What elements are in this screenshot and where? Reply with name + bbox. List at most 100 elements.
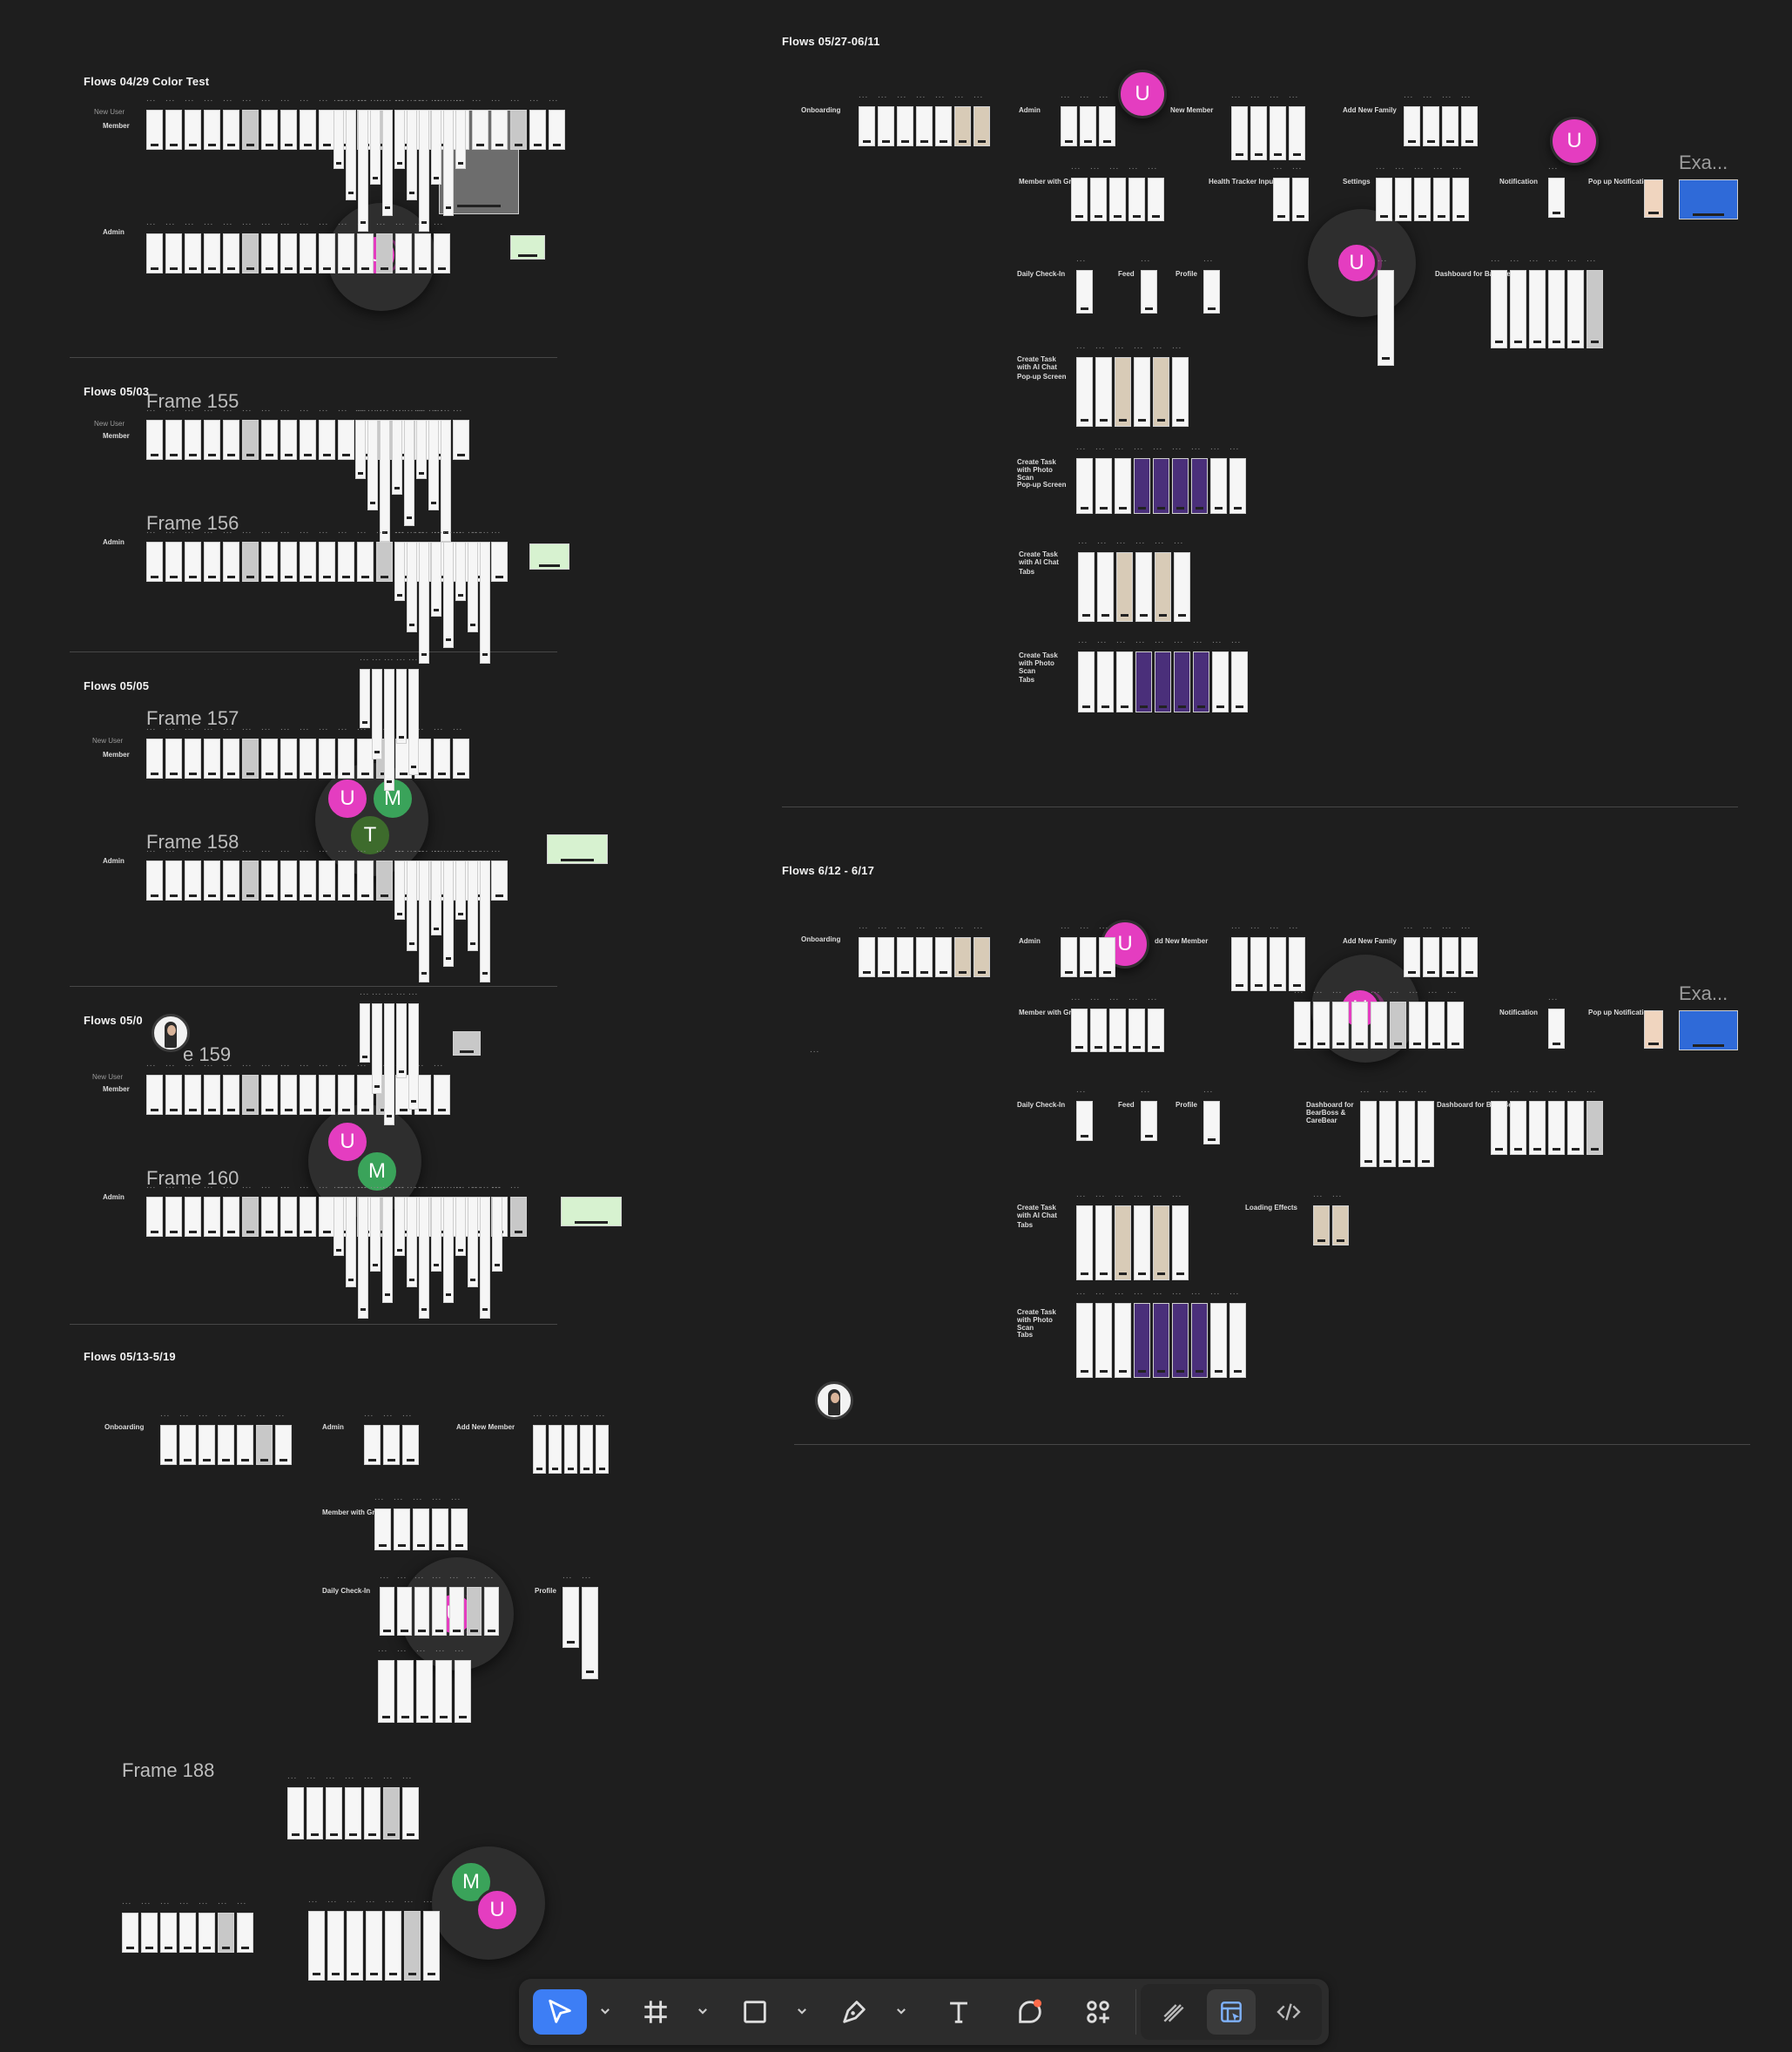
frame-ellipsis[interactable]: ...	[414, 1181, 425, 1191]
screen-thumbnail[interactable]	[242, 1075, 259, 1115]
frame-ellipsis[interactable]: ...	[455, 94, 466, 104]
frame-ellipsis[interactable]: ...	[443, 845, 454, 854]
frame-ellipsis[interactable]: ...	[1097, 636, 1108, 645]
screen-thumbnail[interactable]	[378, 1660, 394, 1723]
example-thumbnail[interactable]	[1679, 179, 1738, 219]
avatar-u[interactable]: U	[326, 777, 369, 820]
screen-thumbnail[interactable]	[1447, 1002, 1464, 1049]
screen-thumbnail[interactable]	[549, 110, 565, 150]
screen-thumbnail[interactable]	[376, 233, 393, 273]
screen-thumbnail[interactable]	[973, 106, 990, 146]
frame-ellipsis[interactable]: ...	[300, 845, 310, 854]
frame-ellipsis[interactable]: ...	[484, 1571, 495, 1581]
screen-thumbnail[interactable]	[364, 1787, 381, 1839]
frame-ellipsis[interactable]: ...	[1078, 537, 1088, 546]
screen-thumbnail[interactable]	[165, 861, 182, 901]
frame-ellipsis[interactable]: ...	[237, 1409, 247, 1419]
screen-thumbnail[interactable]	[402, 1787, 419, 1839]
frame-ellipsis[interactable]: ...	[432, 1493, 442, 1502]
screen-thumbnail[interactable]	[346, 1197, 356, 1287]
screen-thumbnail[interactable]	[407, 110, 417, 200]
screen-thumbnail[interactable]	[1172, 1205, 1189, 1280]
screen-thumbnail[interactable]	[358, 1197, 368, 1319]
frame-ellipsis[interactable]: ...	[1273, 162, 1283, 172]
frame-ellipsis[interactable]: ...	[1109, 993, 1120, 1002]
frame-ellipsis[interactable]: ...	[1461, 921, 1472, 931]
frame-ellipsis[interactable]: ...	[223, 723, 233, 732]
screen-thumbnail[interactable]	[319, 861, 335, 901]
screen-thumbnail[interactable]	[402, 1425, 419, 1465]
screen-thumbnail[interactable]	[338, 233, 354, 273]
screen-thumbnail[interactable]	[261, 1075, 278, 1115]
screen-thumbnail[interactable]	[1076, 270, 1093, 314]
screen-thumbnail[interactable]	[397, 1587, 412, 1636]
screen-thumbnail[interactable]	[1529, 270, 1546, 348]
frame-ellipsis[interactable]: ...	[1193, 636, 1203, 645]
frame-ellipsis[interactable]: ...	[402, 1409, 413, 1419]
screen-thumbnail[interactable]	[308, 1911, 325, 1981]
screen-thumbnail[interactable]	[1095, 1303, 1112, 1378]
frame-ellipsis[interactable]: ...	[1404, 91, 1414, 100]
frame-ellipsis[interactable]: ...	[165, 526, 176, 536]
frame-ellipsis[interactable]: ...	[1153, 341, 1163, 351]
screen-thumbnail[interactable]	[484, 1587, 499, 1636]
frame-ellipsis[interactable]: ...	[394, 845, 405, 854]
screen-thumbnail[interactable]	[370, 110, 381, 185]
frame-ellipsis[interactable]: ...	[1076, 1190, 1087, 1199]
screen-thumbnail[interactable]	[357, 1075, 374, 1115]
frame-ellipsis[interactable]: ...	[468, 1181, 478, 1191]
frame-ellipsis[interactable]: ...	[449, 1571, 460, 1581]
frame-ellipsis[interactable]: ...	[300, 404, 310, 414]
frame-ellipsis[interactable]: ...	[370, 1181, 381, 1191]
screen-thumbnail[interactable]	[404, 420, 414, 526]
frame-ellipsis[interactable]: ...	[434, 218, 444, 227]
screen-thumbnail[interactable]	[434, 739, 450, 779]
frame-ellipsis[interactable]: ...	[242, 218, 253, 227]
screen-thumbnail[interactable]	[935, 106, 952, 146]
screen-thumbnail[interactable]	[1418, 1101, 1434, 1167]
section-title-flows-0513[interactable]: Flows 05/13-5/19	[84, 1350, 176, 1363]
screen-thumbnail[interactable]	[1090, 178, 1107, 221]
screen-thumbnail[interactable]	[564, 1425, 577, 1474]
frame-ellipsis[interactable]: ...	[242, 404, 253, 414]
screen-thumbnail[interactable]	[338, 1075, 354, 1115]
frame-ellipsis[interactable]: ...	[1099, 921, 1109, 931]
frame-ellipsis[interactable]: ...	[1548, 1085, 1559, 1095]
frame-ellipsis[interactable]: ...	[366, 1895, 376, 1905]
frame-ellipsis[interactable]: ...	[280, 723, 291, 732]
screen-thumbnail[interactable]	[1076, 1205, 1093, 1280]
frame-ellipsis[interactable]: ...	[204, 526, 214, 536]
screen-thumbnail[interactable]	[146, 110, 163, 150]
screen-thumbnail[interactable]	[443, 110, 454, 216]
frame-ellipsis[interactable]: ...	[394, 526, 405, 536]
screen-thumbnail[interactable]	[1351, 1002, 1368, 1049]
frame-ellipsis[interactable]: ...	[1210, 1287, 1221, 1297]
screen-thumbnail[interactable]	[1567, 270, 1584, 348]
frame-ellipsis[interactable]: ...	[1379, 1085, 1390, 1095]
screen-thumbnail[interactable]	[256, 1425, 273, 1465]
screen-thumbnail[interactable]	[878, 937, 894, 977]
frame-ellipsis[interactable]: ...	[383, 1772, 394, 1781]
avatar-u[interactable]: U	[326, 1120, 369, 1164]
screen-thumbnail[interactable]	[394, 110, 405, 169]
frame-ellipsis[interactable]: ...	[1212, 636, 1223, 645]
frame-ellipsis[interactable]: ...	[374, 1493, 385, 1502]
frame-ellipsis[interactable]: ...	[357, 94, 367, 104]
frame-ellipsis[interactable]: ...	[146, 723, 157, 732]
frame-ellipsis[interactable]: ...	[1191, 442, 1202, 452]
screen-thumbnail[interactable]	[204, 233, 220, 273]
screen-thumbnail[interactable]	[443, 542, 454, 648]
frame-ellipsis[interactable]: ...	[1115, 442, 1125, 452]
frame-ellipsis[interactable]: ...	[1390, 986, 1400, 996]
screen-thumbnail[interactable]	[897, 106, 913, 146]
screen-thumbnail[interactable]	[372, 1003, 382, 1094]
screen-thumbnail[interactable]	[408, 1003, 419, 1110]
frame-ellipsis[interactable]: ...	[1548, 993, 1559, 1002]
screen-thumbnail[interactable]	[1376, 178, 1392, 221]
screen-thumbnail[interactable]	[1148, 178, 1164, 221]
frame-ellipsis[interactable]: ...	[1376, 162, 1386, 172]
screen-thumbnail[interactable]	[549, 1425, 562, 1474]
frame-ellipsis[interactable]: ...	[916, 921, 926, 931]
screen-thumbnail[interactable]	[1148, 1009, 1164, 1052]
frame-ellipsis[interactable]: ...	[1229, 442, 1240, 452]
